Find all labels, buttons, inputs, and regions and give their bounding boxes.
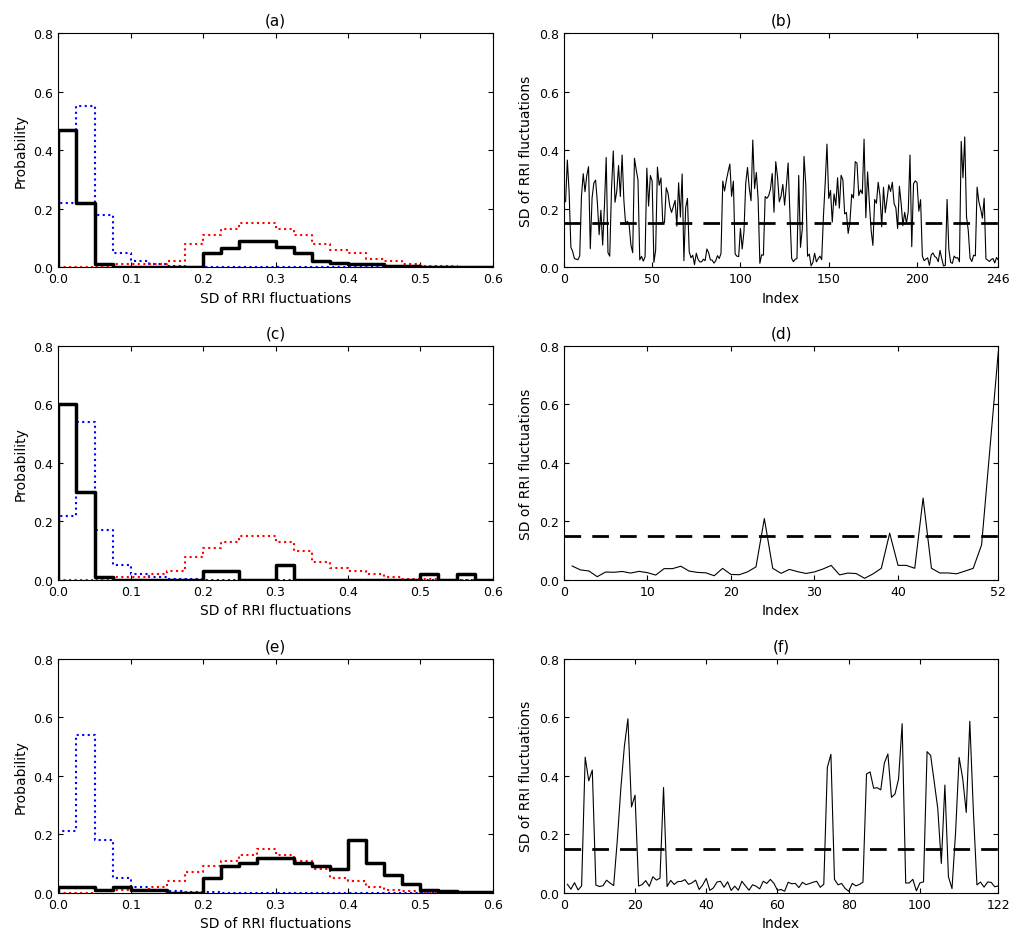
X-axis label: Index: Index bbox=[762, 292, 800, 306]
Y-axis label: SD of RRI fluctuations: SD of RRI fluctuations bbox=[519, 388, 534, 539]
Title: (e): (e) bbox=[265, 638, 286, 653]
Title: (d): (d) bbox=[770, 327, 792, 341]
Title: (f): (f) bbox=[772, 638, 790, 653]
X-axis label: SD of RRI fluctuations: SD of RRI fluctuations bbox=[200, 292, 351, 306]
Y-axis label: Probability: Probability bbox=[14, 114, 28, 188]
Title: (b): (b) bbox=[770, 14, 792, 29]
X-axis label: Index: Index bbox=[762, 916, 800, 930]
Y-axis label: Probability: Probability bbox=[14, 427, 28, 500]
X-axis label: SD of RRI fluctuations: SD of RRI fluctuations bbox=[200, 916, 351, 930]
X-axis label: SD of RRI fluctuations: SD of RRI fluctuations bbox=[200, 604, 351, 617]
Y-axis label: SD of RRI fluctuations: SD of RRI fluctuations bbox=[519, 700, 534, 851]
Y-axis label: Probability: Probability bbox=[14, 739, 28, 813]
Title: (a): (a) bbox=[265, 14, 286, 29]
Y-axis label: SD of RRI fluctuations: SD of RRI fluctuations bbox=[519, 76, 534, 227]
Title: (c): (c) bbox=[265, 327, 286, 341]
X-axis label: Index: Index bbox=[762, 604, 800, 617]
